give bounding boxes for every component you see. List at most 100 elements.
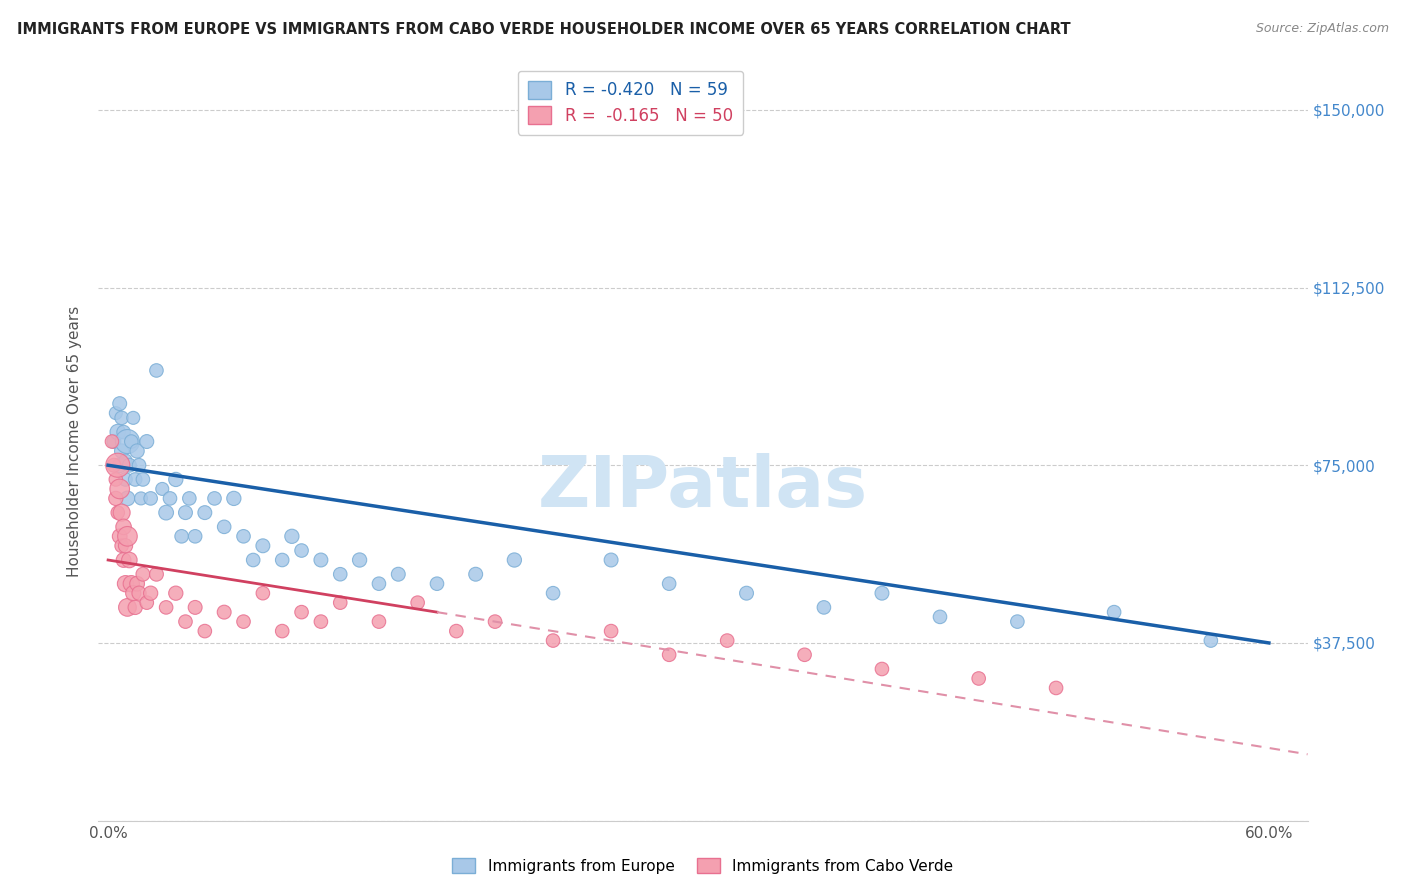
Point (150, 482, 173, 496)
Point (104, 406, 127, 420)
Point (1045, 681, 1067, 695)
Point (271, 624, 294, 639)
Point (426, 576, 449, 591)
Point (145, 363, 167, 377)
Point (107, 506, 129, 520)
Point (108, 529, 131, 543)
Point (112, 520, 135, 534)
Point (252, 586, 274, 600)
Point (111, 410, 134, 425)
Point (541, 633, 564, 648)
Point (145, 567, 167, 582)
Point (387, 567, 409, 582)
Point (929, 610, 952, 624)
Point (103, 458, 125, 473)
Point (114, 453, 136, 467)
Point (104, 473, 127, 487)
Point (232, 615, 254, 629)
Point (124, 473, 146, 487)
Point (118, 458, 141, 473)
Point (1102, 605, 1125, 619)
Point (735, 586, 758, 600)
Point (281, 529, 304, 543)
Point (174, 506, 197, 520)
Point (716, 633, 738, 648)
Point (155, 506, 177, 520)
Point (108, 482, 131, 496)
Point (127, 444, 149, 458)
Point (103, 434, 125, 449)
Point (204, 491, 226, 506)
Point (118, 553, 141, 567)
Text: Source: ZipAtlas.com: Source: ZipAtlas.com (1256, 22, 1389, 36)
Point (194, 624, 217, 639)
Point (112, 553, 135, 567)
Point (120, 434, 142, 449)
Point (122, 586, 145, 600)
Point (101, 434, 124, 449)
Point (165, 586, 187, 600)
Point (179, 491, 201, 506)
Point (329, 596, 352, 610)
Point (139, 491, 162, 506)
Point (600, 624, 623, 639)
Point (870, 586, 893, 600)
Point (290, 605, 312, 619)
Point (129, 491, 152, 506)
Point (290, 543, 312, 558)
Point (120, 576, 142, 591)
Point (446, 624, 468, 639)
Point (232, 529, 254, 543)
Point (368, 576, 391, 591)
Point (117, 491, 139, 506)
Point (128, 586, 150, 600)
Point (242, 553, 264, 567)
Point (212, 605, 235, 619)
Point (309, 553, 332, 567)
Point (135, 596, 157, 610)
Point (111, 444, 134, 458)
Legend: Immigrants from Europe, Immigrants from Cabo Verde: Immigrants from Europe, Immigrants from … (446, 852, 960, 880)
Point (194, 506, 217, 520)
Point (132, 473, 155, 487)
Point (658, 576, 681, 591)
Point (111, 539, 134, 553)
Point (309, 615, 332, 629)
Point (212, 520, 235, 534)
Point (139, 586, 162, 600)
Point (870, 662, 893, 676)
Point (271, 553, 294, 567)
Point (108, 458, 131, 473)
Point (503, 553, 526, 567)
Point (107, 458, 129, 473)
Point (114, 539, 136, 553)
Point (813, 600, 835, 615)
Point (104, 491, 127, 506)
Point (541, 586, 564, 600)
Point (484, 615, 506, 629)
Point (349, 553, 371, 567)
Point (658, 648, 681, 662)
Point (108, 396, 131, 410)
Point (406, 596, 429, 610)
Point (165, 473, 187, 487)
Text: IMMIGRANTS FROM EUROPE VS IMMIGRANTS FROM CABO VERDE HOUSEHOLDER INCOME OVER 65 : IMMIGRANTS FROM EUROPE VS IMMIGRANTS FRO… (17, 22, 1070, 37)
Point (155, 600, 177, 615)
Point (124, 600, 146, 615)
Point (135, 434, 157, 449)
Legend: R = -0.420   N = 59, R =  -0.165   N = 50: R = -0.420 N = 59, R = -0.165 N = 50 (517, 70, 742, 135)
Point (222, 491, 245, 506)
Point (114, 576, 136, 591)
Point (159, 491, 181, 506)
Y-axis label: Householder Income Over 65 years: Householder Income Over 65 years (67, 306, 83, 577)
Point (252, 539, 274, 553)
Point (128, 458, 150, 473)
Point (464, 567, 486, 582)
Point (112, 425, 135, 439)
Point (1199, 633, 1222, 648)
Point (117, 600, 139, 615)
Point (368, 615, 391, 629)
Point (111, 506, 134, 520)
Point (117, 434, 139, 449)
Text: ZIPatlas: ZIPatlas (538, 452, 868, 522)
